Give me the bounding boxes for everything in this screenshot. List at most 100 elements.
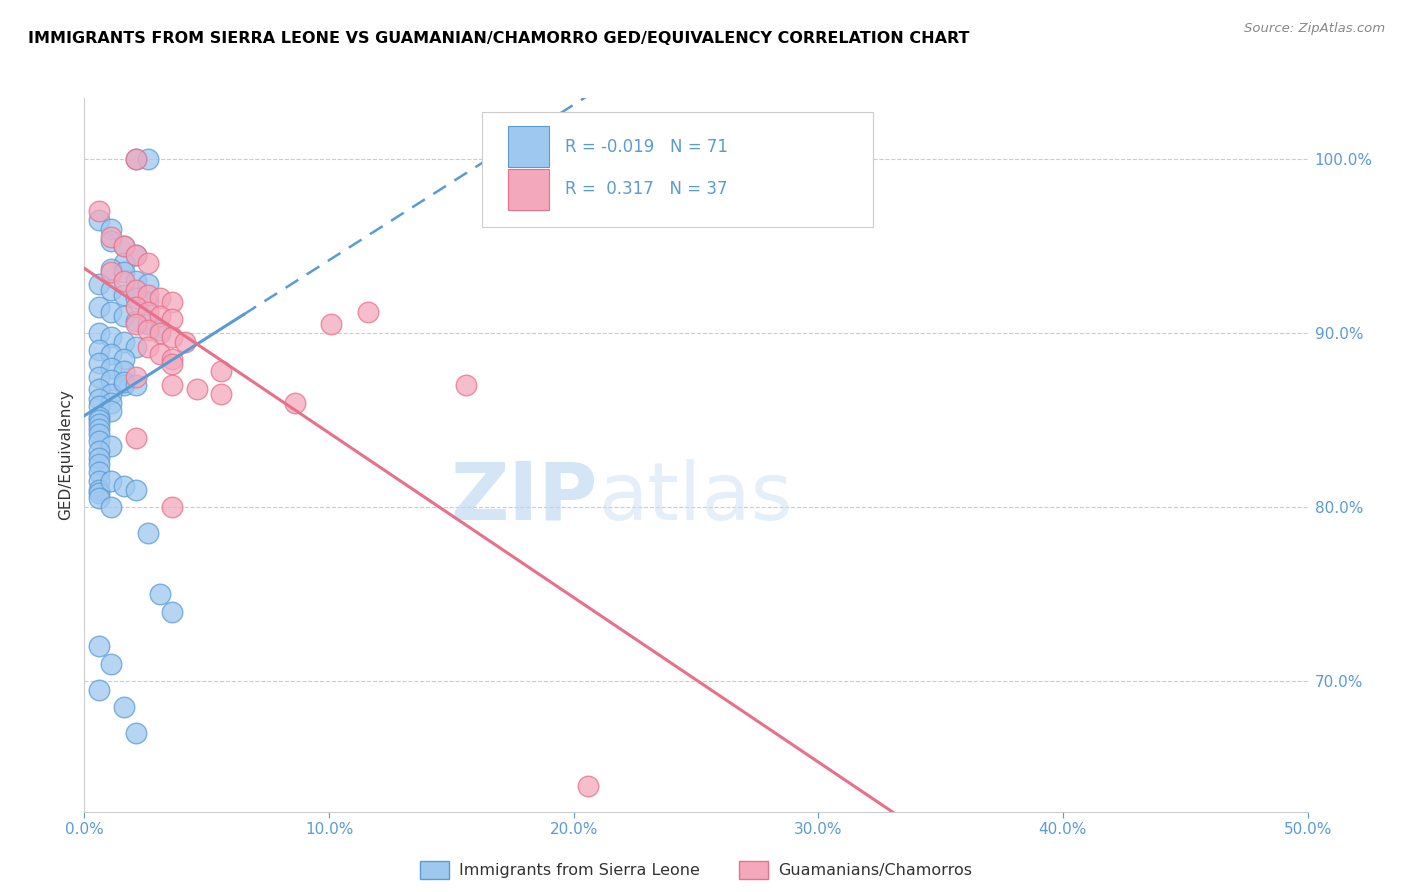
- Point: [125, 318, 148, 332]
- Point: [136, 340, 159, 354]
- Point: [87, 451, 110, 466]
- Point: [162, 329, 184, 343]
- Point: [112, 239, 135, 253]
- Text: R =  0.317   N = 37: R = 0.317 N = 37: [565, 180, 727, 198]
- Point: [87, 474, 110, 488]
- Point: [87, 422, 110, 436]
- Point: [136, 152, 159, 166]
- Point: [100, 230, 122, 244]
- Point: [87, 204, 110, 219]
- Point: [112, 364, 135, 378]
- Point: [87, 382, 110, 396]
- Point: [87, 277, 110, 292]
- Point: [125, 369, 148, 384]
- Point: [209, 387, 232, 401]
- Point: [125, 300, 148, 314]
- Point: [87, 483, 110, 497]
- Point: [87, 486, 110, 500]
- Point: [100, 234, 122, 248]
- Point: [125, 248, 148, 262]
- FancyBboxPatch shape: [508, 169, 550, 210]
- Point: [87, 417, 110, 431]
- Point: [87, 682, 110, 697]
- Point: [100, 360, 122, 375]
- Point: [162, 358, 184, 372]
- Point: [162, 312, 184, 326]
- Point: [136, 323, 159, 337]
- Y-axis label: GED/Equivalency: GED/Equivalency: [58, 390, 73, 520]
- Point: [100, 265, 122, 279]
- Point: [149, 291, 172, 305]
- Point: [100, 305, 122, 319]
- Point: [87, 343, 110, 358]
- Point: [87, 213, 110, 227]
- Point: [87, 392, 110, 407]
- Point: [87, 444, 110, 458]
- Point: [136, 318, 159, 332]
- Point: [112, 274, 135, 288]
- Point: [100, 439, 122, 453]
- Point: [162, 605, 184, 619]
- Point: [100, 657, 122, 671]
- Point: [149, 323, 172, 337]
- Point: [112, 239, 135, 253]
- Point: [87, 434, 110, 448]
- Point: [186, 382, 208, 396]
- Point: [100, 329, 122, 343]
- Point: [100, 500, 122, 515]
- Point: [576, 779, 599, 793]
- Point: [112, 479, 135, 493]
- Point: [87, 413, 110, 427]
- Point: [357, 305, 380, 319]
- Point: [100, 221, 122, 235]
- Point: [87, 640, 110, 654]
- Point: [100, 395, 122, 409]
- Point: [125, 152, 148, 166]
- Point: [125, 314, 148, 328]
- Point: [125, 483, 148, 497]
- Point: [87, 369, 110, 384]
- Point: [112, 265, 135, 279]
- Point: [87, 399, 110, 413]
- Point: [125, 283, 148, 297]
- Point: [125, 378, 148, 392]
- Text: IMMIGRANTS FROM SIERRA LEONE VS GUAMANIAN/CHAMORRO GED/EQUIVALENCY CORRELATION C: IMMIGRANTS FROM SIERRA LEONE VS GUAMANIA…: [28, 31, 970, 46]
- Point: [87, 326, 110, 340]
- Point: [100, 474, 122, 488]
- Point: [87, 427, 110, 442]
- Point: [136, 526, 159, 541]
- Point: [136, 294, 159, 309]
- Point: [162, 500, 184, 515]
- Point: [87, 491, 110, 506]
- Point: [112, 334, 135, 349]
- Point: [125, 291, 148, 305]
- Point: [112, 256, 135, 270]
- Point: [136, 287, 159, 301]
- Point: [100, 373, 122, 387]
- Point: [100, 283, 122, 297]
- Point: [100, 404, 122, 418]
- Legend: Immigrants from Sierra Leone, Guamanians/Chamorros: Immigrants from Sierra Leone, Guamanians…: [413, 855, 979, 886]
- Point: [87, 356, 110, 370]
- Point: [112, 309, 135, 323]
- Point: [162, 294, 184, 309]
- Point: [100, 387, 122, 401]
- Point: [100, 347, 122, 361]
- Point: [149, 309, 172, 323]
- Point: [136, 256, 159, 270]
- Point: [162, 352, 184, 367]
- Point: [173, 334, 195, 349]
- Point: [149, 326, 172, 340]
- Point: [454, 378, 477, 392]
- Point: [136, 277, 159, 292]
- Point: [125, 430, 148, 444]
- Point: [125, 152, 148, 166]
- Point: [209, 364, 232, 378]
- Point: [125, 248, 148, 262]
- Point: [112, 287, 135, 301]
- Point: [87, 466, 110, 480]
- Point: [284, 395, 307, 409]
- Point: [112, 375, 135, 389]
- Text: ZIP: ZIP: [451, 458, 598, 537]
- Point: [87, 300, 110, 314]
